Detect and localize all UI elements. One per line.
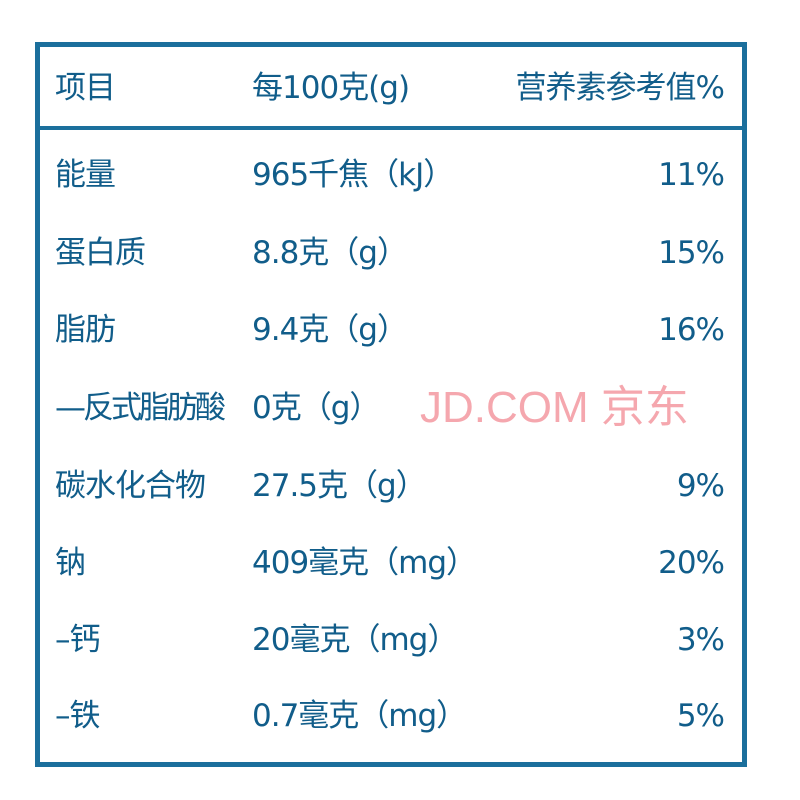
row-amount: 409毫克（mg） [252,545,477,581]
row-item: –铁 [55,698,100,734]
row-nrv: 16% [658,312,725,348]
row-nrv: 15% [658,235,725,271]
table-row: 蛋白质 8.8克（g） 15% [0,223,800,283]
table-row: 钠 409毫克（mg） 20% [0,533,800,593]
row-item: 碳水化合物 [55,468,206,504]
row-amount: 27.5克（g） [252,468,427,504]
row-item: 钠 [55,545,86,581]
row-nrv: 5% [676,698,725,734]
row-item: 蛋白质 [55,235,146,271]
row-item: –钙 [55,622,100,658]
row-amount: 965千焦（kJ） [252,157,454,193]
row-amount: 0克（g） [252,390,380,426]
row-amount: 8.8克（g） [252,235,408,271]
table-row: —反式脂肪酸 0克（g） [0,378,800,438]
table-row: –钙 20毫克（mg） 3% [0,610,800,670]
header-item: 项目 [55,70,116,106]
header-divider [35,126,747,130]
row-nrv: 9% [676,468,725,504]
row-nrv: 20% [658,545,725,581]
row-nrv: 3% [676,622,725,658]
row-item: 脂肪 [55,312,116,348]
table-row: 能量 965千焦（kJ） 11% [0,145,800,205]
row-amount: 9.4克（g） [252,312,408,348]
jd-watermark: JD.COM 京东 [420,383,689,432]
row-item: —反式脂肪酸 [55,390,226,426]
table-row: –铁 0.7毫克（mg） 5% [0,686,800,746]
table-row: 碳水化合物 27.5克（g） 9% [0,456,800,516]
nutrition-table-border [35,42,747,767]
row-item: 能量 [55,157,116,193]
row-amount: 0.7毫克（mg） [252,698,467,734]
row-nrv: 11% [658,157,725,193]
table-header: 项目 每100克(g) 营养素参考值% [0,58,800,118]
row-amount: 20毫克（mg） [252,622,458,658]
header-nrv: 营养素参考值% [515,70,725,106]
table-row: 脂肪 9.4克（g） 16% [0,300,800,360]
header-per100: 每100克(g) [252,70,410,106]
